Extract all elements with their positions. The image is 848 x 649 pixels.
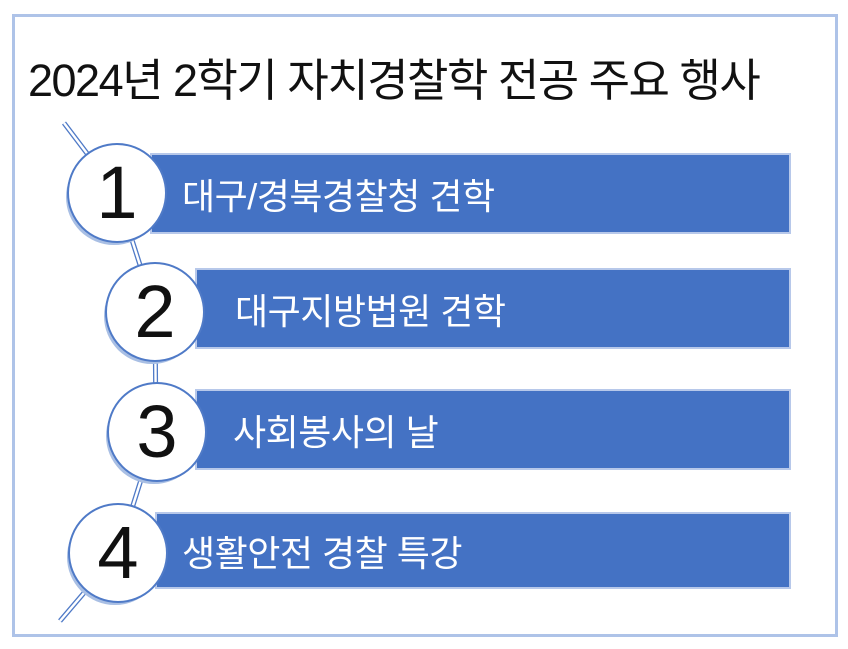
step-label: 사회봉사의 날	[233, 411, 439, 453]
step-number-circle: 4	[68, 503, 168, 603]
step-label: 대구/경북경찰청 견학	[182, 175, 495, 217]
step-label: 생활안전 경찰 특강	[182, 532, 462, 574]
step-number-circle: 1	[67, 143, 167, 243]
step-number: 4	[97, 511, 139, 594]
step-bar: 사회봉사의 날	[195, 389, 791, 470]
step-number-circle: 3	[107, 382, 207, 482]
step-number-circle: 2	[105, 262, 205, 362]
step-number: 2	[134, 270, 176, 353]
step-label: 대구지방법원 견학	[235, 290, 506, 332]
step-bar: 생활안전 경찰 특강	[155, 512, 791, 589]
slide-title: 2024년 2학기 자치경찰학 전공 주요 행사	[28, 55, 761, 106]
step-number: 3	[136, 390, 178, 473]
step-bar: 대구/경북경찰청 견학	[150, 153, 791, 234]
step-bar: 대구지방법원 견학	[195, 268, 791, 349]
step-number: 1	[96, 151, 138, 234]
